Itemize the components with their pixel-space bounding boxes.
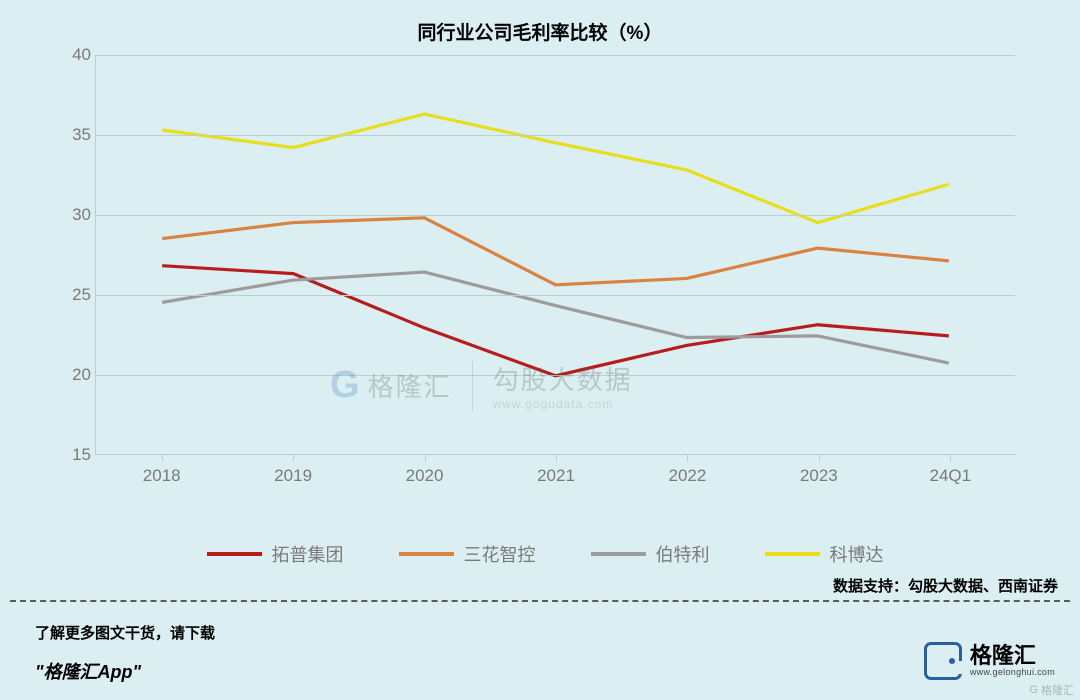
logo-zh: 格隆汇 [970,644,1055,668]
x-tick [819,454,820,462]
tiny-wm-text: 格隆汇 [1041,682,1074,698]
x-tick [293,454,294,462]
legend-label: 三花智控 [464,541,536,567]
x-tick [950,454,951,462]
y-axis-label: 30 [61,205,91,225]
gridline [96,55,1015,56]
legend-swatch [399,552,454,556]
footer-line1: 了解更多图文干货，请下载 [35,622,215,643]
legend-item: 拓普集团 [207,541,344,567]
legend-label: 伯特利 [656,541,710,567]
x-axis-label: 2022 [669,466,707,486]
x-tick [556,454,557,462]
tiny-watermark: G 格隆汇 [1029,682,1074,698]
x-tick [425,454,426,462]
x-axis-label: 2023 [800,466,838,486]
gridline [96,295,1015,296]
gridline [96,135,1015,136]
legend-item: 三花智控 [399,541,536,567]
x-axis-label: 24Q1 [929,466,971,486]
legend-swatch [207,552,262,556]
y-axis-label: 25 [61,285,91,305]
y-axis-label: 20 [61,365,91,385]
footer-line2: "格隆汇App" [35,658,141,684]
gridline [96,215,1015,216]
x-axis-label: 2021 [537,466,575,486]
series-line [162,114,949,223]
chart-title: 同行业公司毛利率比较（%） [0,0,1080,45]
legend-item: 伯特利 [591,541,710,567]
x-axis-label: 2020 [406,466,444,486]
y-axis-label: 40 [61,45,91,65]
legend-swatch [765,552,820,556]
gridline [96,375,1015,376]
chart-area: 15202530354020182019202020212022202324Q1… [65,55,1025,495]
brand-logo: 格隆汇 www.gelonghui.com [924,642,1055,680]
legend-label: 拓普集团 [272,541,344,567]
x-axis-label: 2019 [274,466,312,486]
plot-region: 15202530354020182019202020212022202324Q1 [95,55,1015,455]
logo-g-icon [924,642,962,680]
legend-swatch [591,552,646,556]
legend-item: 科博达 [765,541,884,567]
tiny-wm-g-icon: G [1029,684,1038,696]
divider [10,600,1070,602]
series-line [162,218,949,285]
legend-label: 科博达 [830,541,884,567]
x-axis-label: 2018 [143,466,181,486]
y-axis-label: 15 [61,445,91,465]
data-support-text: 数据支持：勾股大数据、西南证券 [833,575,1058,596]
x-tick [162,454,163,462]
chart-legend: 拓普集团 三花智控 伯特利 科博达 [65,541,1025,567]
chart-lines-svg [96,55,1015,454]
x-tick [687,454,688,462]
logo-en: www.gelonghui.com [970,668,1055,678]
y-axis-label: 35 [61,125,91,145]
